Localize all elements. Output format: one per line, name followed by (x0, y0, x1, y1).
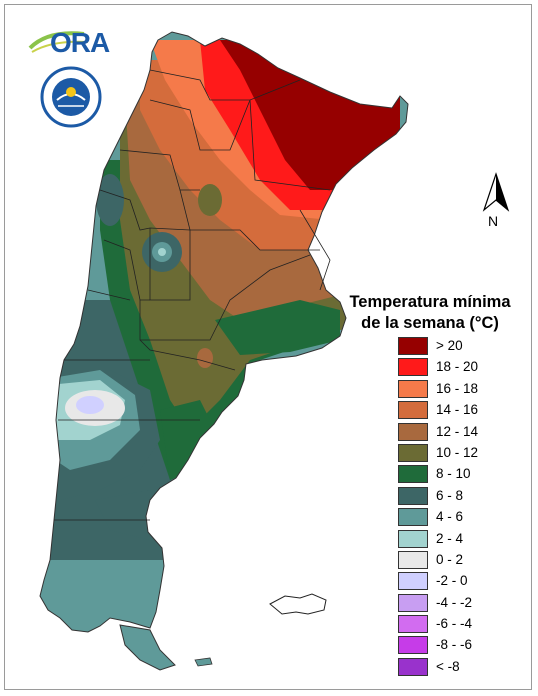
legend-swatch (398, 615, 428, 634)
legend-swatch (398, 657, 428, 676)
legend-swatch (398, 401, 428, 420)
legend-label: 4 - 6 (436, 509, 464, 525)
legend-label: 14 - 16 (436, 402, 479, 418)
legend-swatch (398, 337, 428, 355)
legend-swatch (398, 358, 428, 377)
legend-swatch (398, 422, 428, 441)
legend-label: 18 - 20 (436, 359, 479, 375)
north-arrow-icon (482, 172, 510, 212)
islas-malvinas (269, 593, 327, 615)
legend-swatch (398, 486, 428, 505)
legend-swatch (398, 572, 428, 591)
country-outline (39, 31, 409, 633)
ora-swoosh-icon (28, 31, 89, 53)
legend-title-line-2: de la semana (°C) (361, 314, 499, 332)
ora-logo (28, 26, 108, 62)
legend-label: 10 - 12 (436, 444, 479, 460)
isla-de-los-estados (194, 657, 213, 667)
legend-swatch (398, 443, 428, 462)
north-arrow (476, 170, 516, 234)
ora-logo-text: ORA (50, 27, 110, 58)
legend-label: 6 - 8 (436, 487, 464, 503)
legend-title-line-1: Temperatura mínima (349, 293, 511, 311)
legend-label: 12 - 14 (436, 423, 479, 439)
legend-swatch (398, 379, 428, 398)
agency-seal (40, 66, 102, 128)
legend-label: < -8 (436, 658, 460, 674)
legend-swatch (398, 636, 428, 655)
legend-label: 2 - 4 (436, 530, 464, 546)
legend-label: -6 - -4 (436, 616, 473, 632)
province-borders (54, 69, 331, 521)
legend-label: 16 - 18 (436, 380, 479, 396)
legend-swatch (398, 508, 428, 527)
legend-label: 8 - 10 (436, 466, 471, 482)
legend-swatch (398, 529, 428, 548)
legend-title: Temperatura mínima de la semana (°C) (332, 292, 528, 334)
tierra-del-fuego (119, 624, 176, 671)
legend-label: > 20 (436, 338, 463, 353)
legend-swatch (398, 550, 428, 569)
legend-swatch (398, 593, 428, 612)
legend-label: -4 - -2 (436, 594, 473, 610)
legend-label: -8 - -6 (436, 637, 473, 653)
smn-seal-icon (40, 66, 102, 128)
legend-label: 0 - 2 (436, 551, 464, 567)
legend-label: -2 - 0 (436, 573, 468, 589)
legend-swatch (398, 465, 428, 484)
north-label: N (488, 213, 499, 229)
